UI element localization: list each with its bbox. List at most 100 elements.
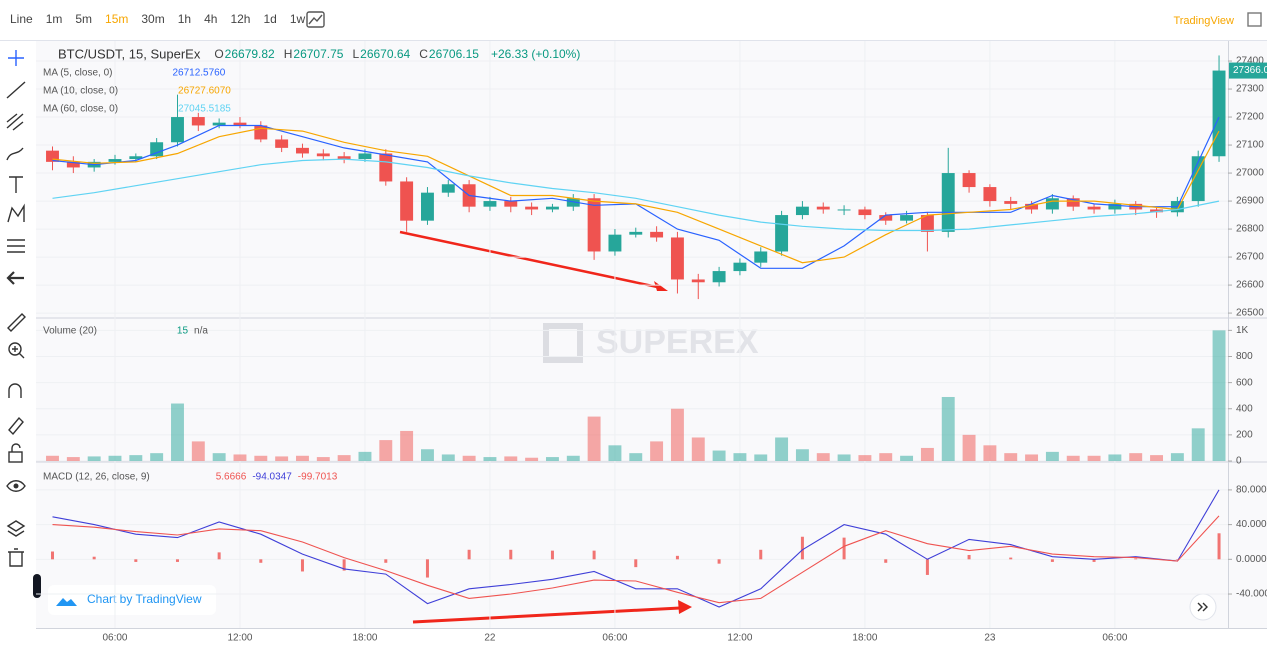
trendline-tool[interactable]: [6, 81, 26, 99]
candle-body: [837, 209, 851, 211]
visibility-tool[interactable]: [6, 480, 26, 492]
scroll-button[interactable]: [1189, 593, 1217, 621]
macd-line: [52, 515, 1220, 604]
interval-button[interactable]: Line: [10, 12, 33, 26]
volume-bar: [983, 445, 997, 461]
footer-badge[interactable]: [48, 585, 216, 615]
volume-bar: [171, 403, 184, 461]
candle-body: [129, 156, 143, 160]
interval-button[interactable]: 1d: [263, 12, 276, 26]
ma-line: [52, 158, 1220, 232]
candle-body: [879, 215, 893, 221]
x-tick-label: 23: [984, 633, 996, 644]
pane-title: MACD (12, 26, close, 9): [43, 472, 150, 483]
volume-bar: [296, 455, 309, 461]
x-tick-label: 12:00: [227, 633, 252, 644]
volume-bar: [275, 456, 289, 461]
macd-histogram-bar: [342, 559, 346, 571]
macd-histogram-bar: [1217, 533, 1221, 560]
footer-text[interactable]: Chart by TradingView: [87, 592, 202, 606]
volume-bar: [129, 455, 143, 461]
pattern-tool[interactable]: [7, 203, 25, 223]
ohlc-label: H: [284, 47, 293, 61]
candle-body: [816, 206, 830, 210]
volume-bar: [1170, 453, 1184, 461]
text-tool[interactable]: [9, 176, 23, 193]
drawing-toolbar: [6, 50, 26, 567]
crosshair-tool[interactable]: [8, 50, 24, 66]
candle-body: [545, 206, 559, 210]
interval-button[interactable]: 12h: [230, 12, 250, 26]
candle-body: [920, 215, 934, 232]
volume-bar: [316, 457, 330, 461]
ohlc-value: 26706.15: [429, 47, 479, 61]
macd-readout: -94.0347: [252, 472, 292, 483]
fullscreen-button[interactable]: [1247, 12, 1262, 27]
candle-body: [171, 117, 184, 143]
collapse-handle[interactable]: [33, 574, 41, 598]
y-tick-label: 40.0000: [1236, 519, 1267, 530]
volume-bar: [962, 434, 976, 461]
magnet-tool[interactable]: [8, 383, 22, 398]
candle-body: [421, 192, 434, 221]
y-tick-label: 26500: [1236, 308, 1264, 319]
candle-body: [754, 251, 768, 263]
interval-button[interactable]: 30m: [141, 12, 164, 26]
interval-button[interactable]: 1m: [46, 12, 63, 26]
y-tick-label: -40.0000: [1236, 589, 1267, 600]
volume-bar: [87, 456, 101, 461]
candle-body: [358, 153, 372, 160]
measure-tool[interactable]: [7, 313, 26, 332]
candle-body: [483, 201, 497, 207]
candle-body: [337, 156, 351, 160]
candle-body: [566, 198, 580, 207]
delete-tool[interactable]: [8, 548, 24, 567]
interval-button[interactable]: 4h: [204, 12, 217, 26]
y-tick-label: 600: [1236, 377, 1253, 388]
interval-button[interactable]: 5m: [75, 12, 92, 26]
volume-bar: [379, 440, 393, 461]
candle-body: [629, 231, 643, 235]
volume-bar: [1108, 454, 1122, 461]
lock-tool[interactable]: [8, 443, 23, 463]
interval-button[interactable]: 15m: [105, 12, 128, 26]
ma-legend-value: 26712.5760: [172, 68, 225, 79]
candle-body: [400, 181, 414, 221]
candle-body: [1150, 209, 1164, 213]
volume-bar: [1191, 428, 1205, 461]
indicator-button[interactable]: [306, 11, 325, 28]
macd-readout: -99.7013: [298, 472, 338, 483]
interval-button[interactable]: 1h: [178, 12, 191, 26]
volume-bar: [650, 441, 664, 461]
candle-body: [733, 262, 747, 272]
volume-bar: [879, 453, 893, 461]
volume-bar: [1212, 330, 1226, 461]
candle-body: [670, 237, 684, 280]
zoom-tool[interactable]: [8, 342, 25, 359]
macd-histogram-bar: [92, 556, 96, 560]
back-tool[interactable]: [6, 271, 24, 285]
x-tick-label: 06:00: [1102, 633, 1127, 644]
prediction-tool[interactable]: [7, 239, 25, 253]
volume-bar: [337, 455, 351, 461]
x-tick-label: 18:00: [352, 633, 377, 644]
interval-button[interactable]: 1w: [290, 12, 306, 26]
layers-tool[interactable]: [6, 520, 26, 537]
brush-tool[interactable]: [6, 147, 24, 161]
annotation-arrowhead: [654, 281, 668, 291]
candle-body: [941, 173, 955, 232]
lock-draw-tool[interactable]: [8, 416, 24, 436]
grid: [36, 41, 1228, 628]
macd-histogram-bar: [1175, 559, 1179, 560]
candle-body: [1108, 203, 1122, 210]
volume-bar: [46, 455, 59, 461]
volume-bar: [670, 408, 684, 461]
ma-legend-value: 26727.6070: [178, 86, 231, 97]
volume-bar: [1087, 455, 1101, 461]
volume-bar: [775, 437, 789, 461]
candle-body: [233, 122, 247, 126]
macd-histogram-bar: [675, 555, 679, 560]
fib-tool[interactable]: [6, 113, 24, 131]
volume-bar: [233, 454, 247, 461]
